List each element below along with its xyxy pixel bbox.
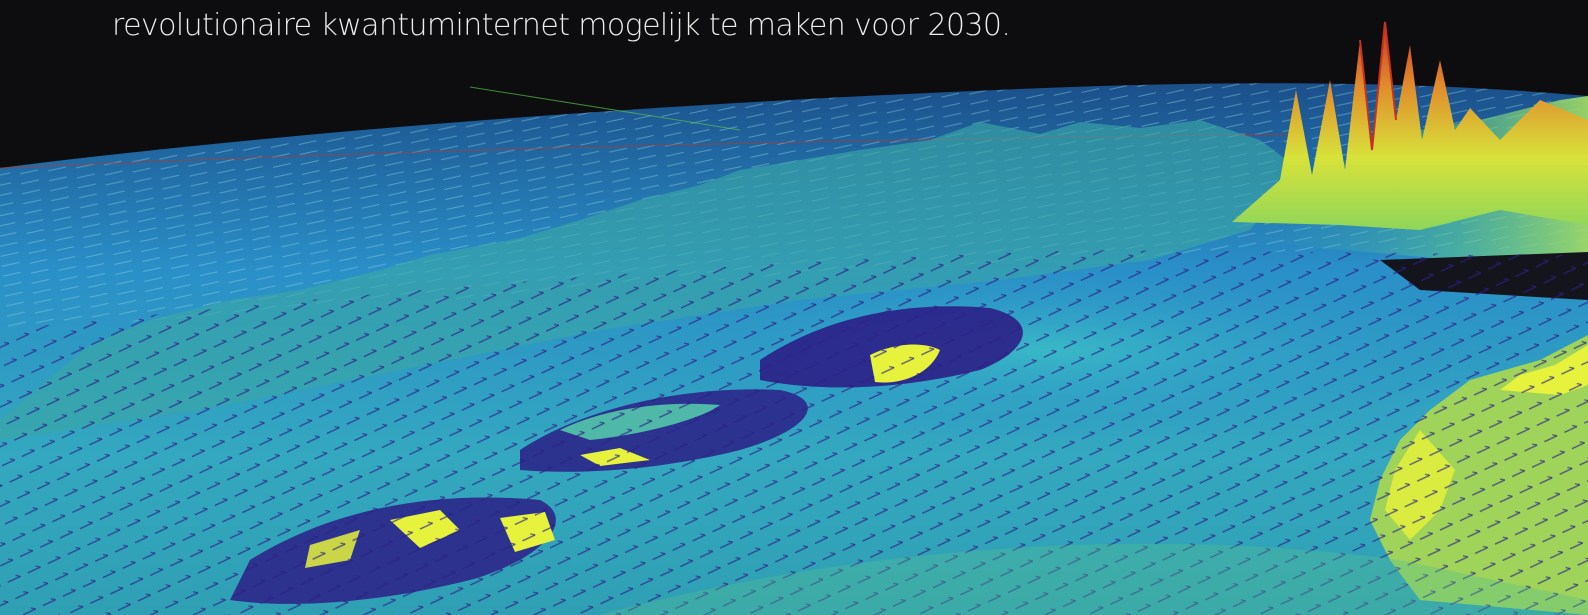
caption-text: revolutionaire kwantuminternet mogelijk … xyxy=(112,8,1011,43)
vector-arrows xyxy=(0,250,1588,615)
